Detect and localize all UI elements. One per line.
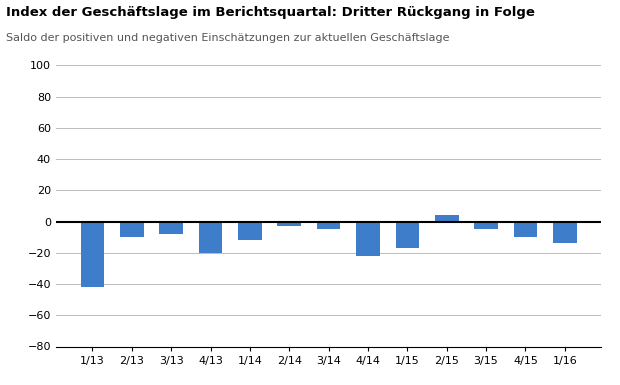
Bar — [435, 215, 459, 222]
Bar — [277, 222, 301, 226]
Bar — [513, 222, 538, 237]
Bar — [553, 222, 577, 243]
Bar — [317, 222, 340, 229]
Bar — [474, 222, 498, 229]
Bar — [238, 222, 262, 240]
Bar — [81, 222, 104, 287]
Text: Saldo der positiven und negativen Einschätzungen zur aktuellen Geschäftslage: Saldo der positiven und negativen Einsch… — [6, 33, 449, 43]
Text: Index der Geschäftslage im Berichtsquartal: Dritter Rückgang in Folge: Index der Geschäftslage im Berichtsquart… — [6, 6, 535, 19]
Bar — [159, 222, 183, 234]
Bar — [356, 222, 380, 256]
Bar — [120, 222, 144, 237]
Bar — [198, 222, 223, 253]
Bar — [396, 222, 419, 248]
